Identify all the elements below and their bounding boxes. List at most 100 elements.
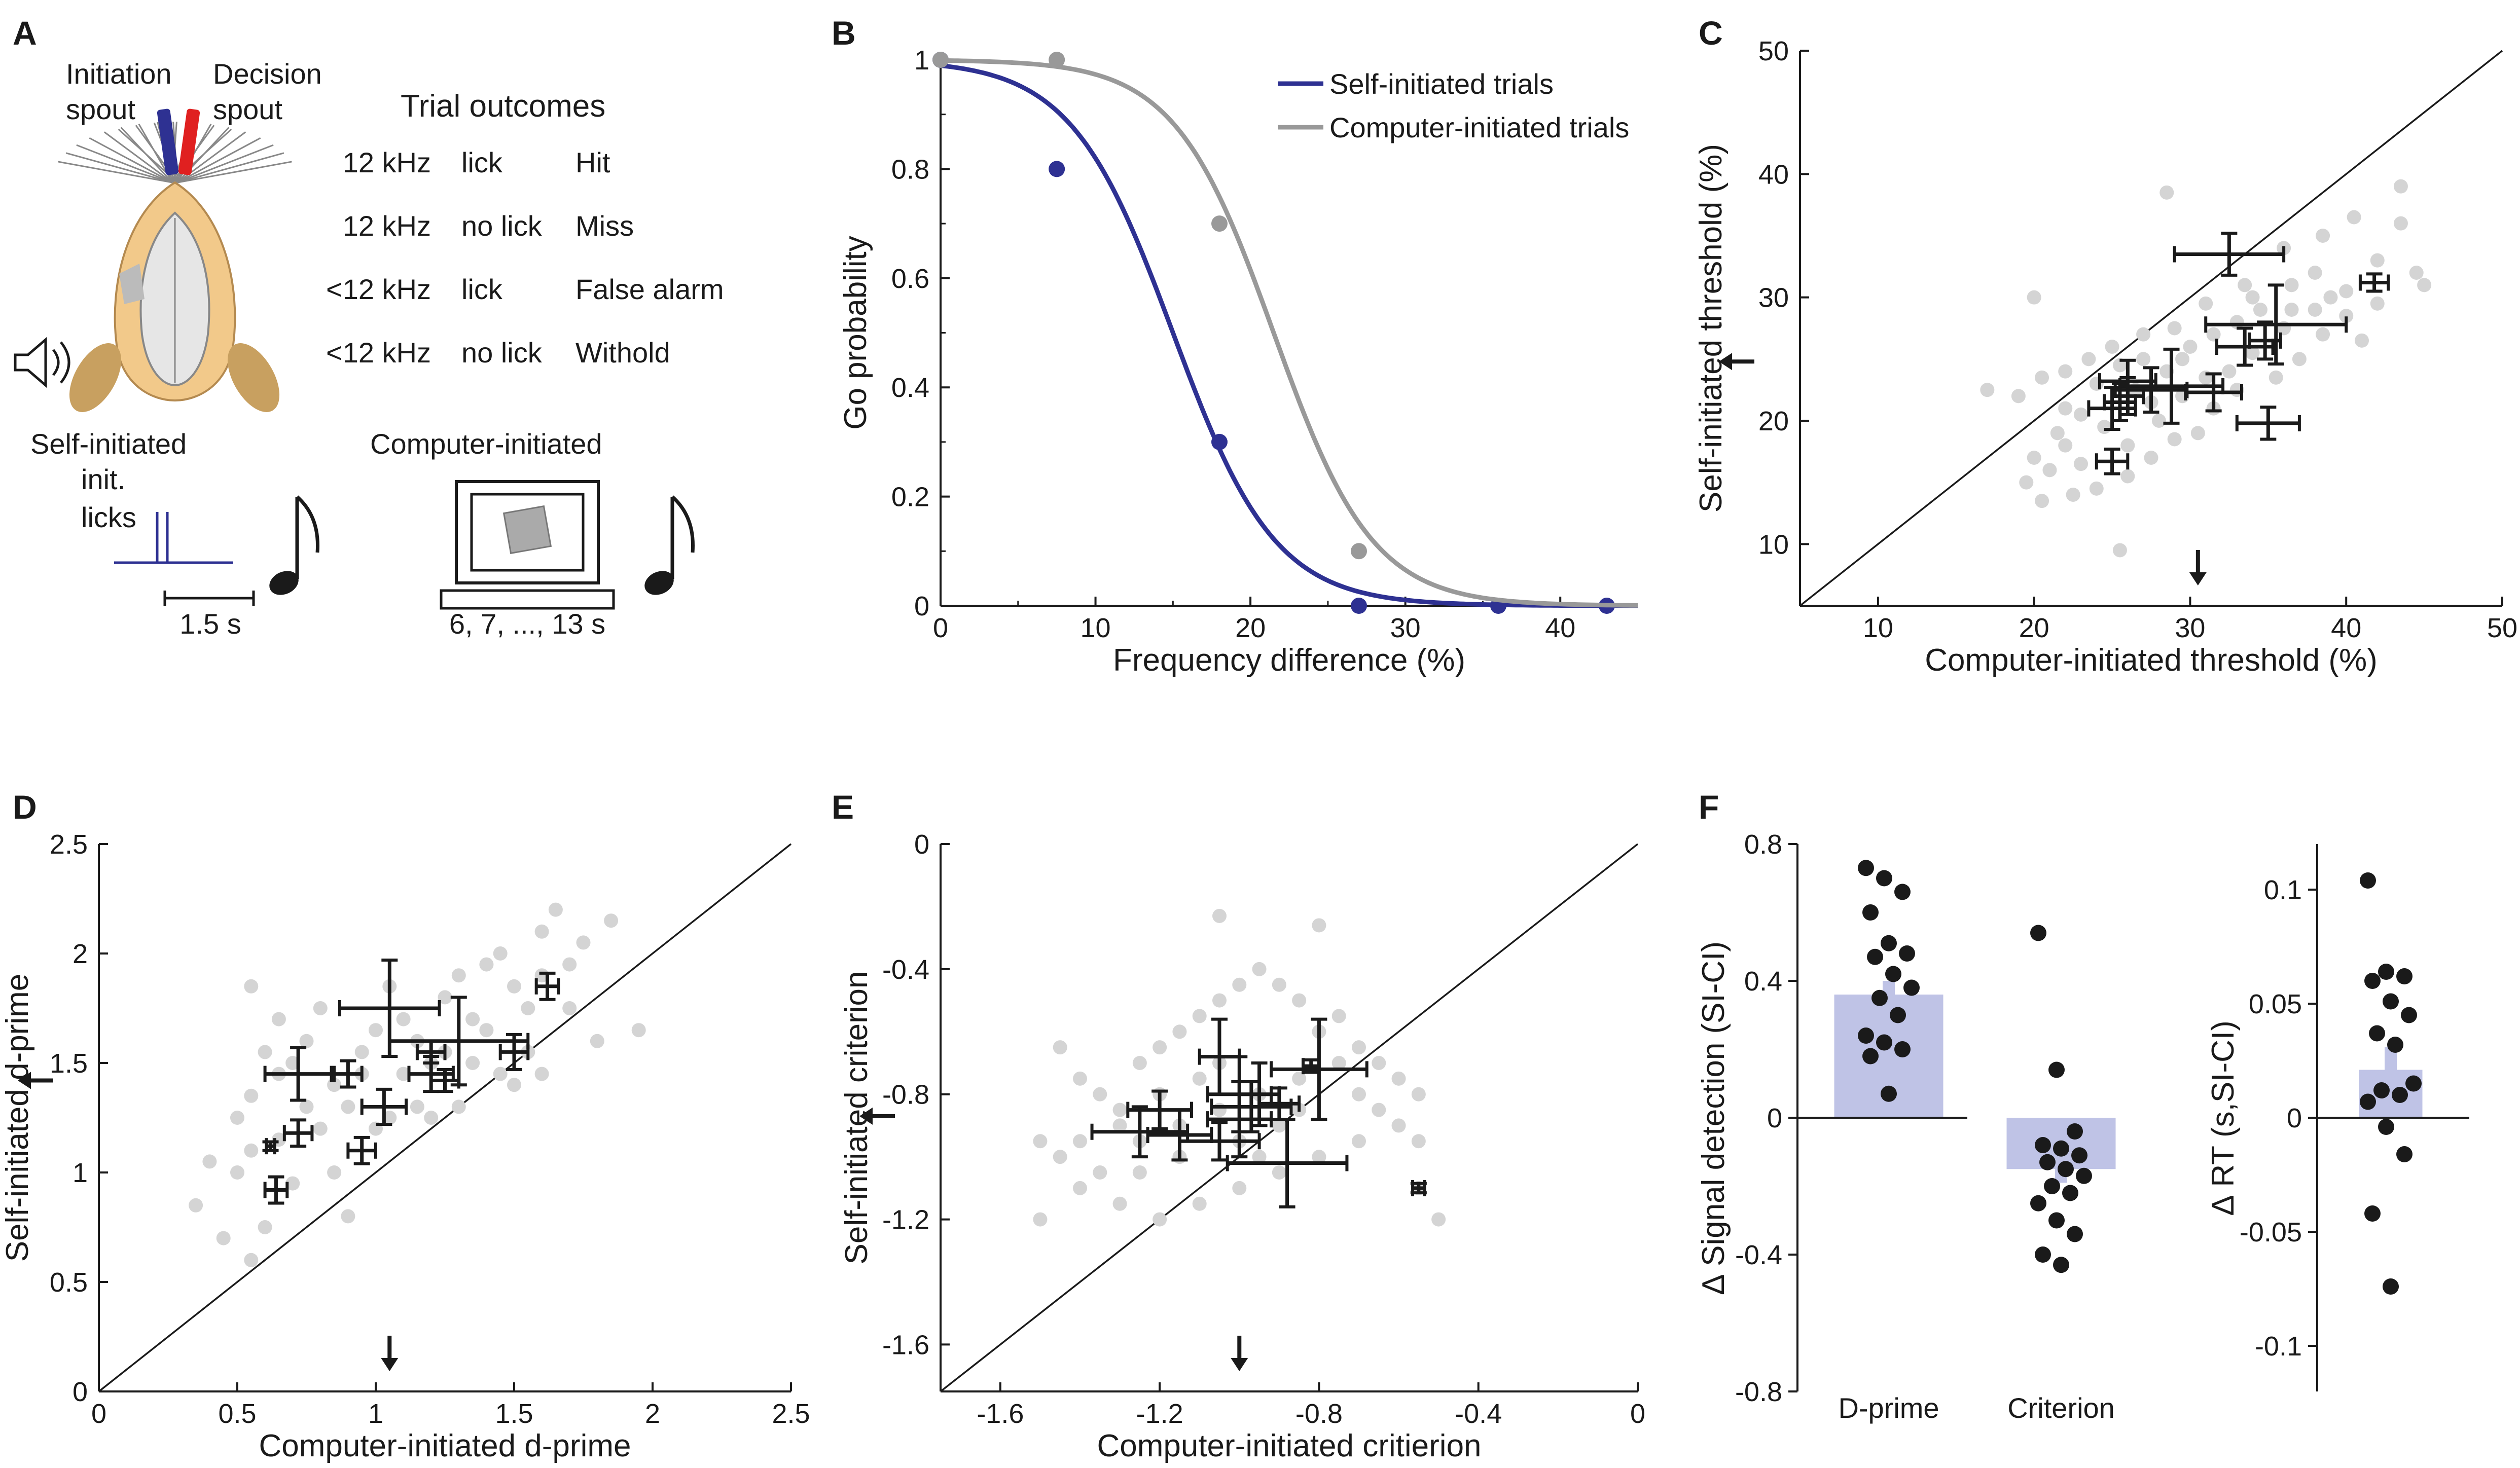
whisker — [103, 131, 173, 183]
scatter-point — [2222, 364, 2237, 379]
scatter-point — [2058, 438, 2073, 453]
subject-point — [2405, 1075, 2422, 1092]
scatter-point — [230, 1165, 244, 1180]
scatter-point — [2308, 303, 2322, 317]
errorbar-cross — [1178, 1121, 1261, 1162]
errorbar-cross — [282, 1118, 314, 1148]
scatter-point — [1272, 1165, 1286, 1180]
note-head — [644, 571, 674, 595]
y-tick-label: 1 — [73, 1158, 88, 1188]
unity-line — [1799, 50, 2503, 607]
y-axis-label: ∆ RT (s,SI-CI) — [2206, 1020, 2241, 1215]
scatter-point — [2058, 401, 2073, 416]
scatter-point — [2206, 327, 2221, 342]
scatter-point — [2097, 420, 2112, 434]
subject-point — [1876, 870, 1892, 887]
scatter-point — [562, 957, 577, 972]
mean-arrow-down — [381, 1336, 399, 1371]
x-tick-label: 0 — [1630, 1399, 1645, 1429]
scatter-point — [285, 1056, 300, 1070]
y-tick-label: 10 — [1758, 529, 1789, 560]
mean-arrow-left — [859, 1107, 895, 1125]
data-point — [1211, 215, 1228, 232]
scatter-point — [2199, 296, 2213, 311]
whisker — [76, 144, 173, 183]
y-tick-label: 1.5 — [50, 1048, 88, 1079]
scatter-point — [1312, 1150, 1326, 1164]
note-flag — [296, 495, 319, 553]
scatter-point — [1252, 962, 1267, 976]
y-tick-label: 40 — [1758, 159, 1789, 190]
scatter-point — [2159, 185, 2174, 200]
mouse-ear-right — [227, 343, 280, 412]
scatter-point — [590, 1034, 604, 1048]
x-tick-label: 30 — [2175, 613, 2205, 643]
category-label: Criterion — [2007, 1392, 2115, 1424]
sound-wave — [52, 349, 60, 376]
scatter-point — [1132, 1165, 1147, 1180]
scatter-point — [2167, 321, 2182, 336]
y-tick-label: -0.8 — [882, 1080, 929, 1110]
scatter-point — [2105, 340, 2119, 354]
scatter-point — [2066, 488, 2080, 502]
subject-point — [2396, 968, 2413, 984]
y-tick-label: 30 — [1758, 283, 1789, 313]
outcomes-title: Trial outcomes — [401, 89, 605, 124]
scatter-point — [271, 1012, 286, 1026]
errorbar-cross — [1226, 1118, 1349, 1208]
scatter-point — [631, 1023, 646, 1038]
outcome-action: lick — [461, 146, 503, 178]
whisker — [89, 137, 173, 183]
y-tick-label: 0.4 — [1744, 966, 1782, 997]
x-tick-label: 40 — [1545, 613, 1575, 643]
scatter-point — [2027, 290, 2041, 305]
errorbar-cross — [346, 1135, 377, 1165]
legend-label: Self-initiated trials — [1329, 68, 1554, 100]
errorbar-cross — [498, 1033, 530, 1071]
mean-arrow-left-head — [1719, 353, 1732, 371]
errorbar-cross — [2248, 320, 2282, 361]
panel-e: E -1.6 -1.2 -0.8 -0.4 0 -1.6 -1.2 -0.8 -0.4 0 Compu… — [832, 788, 1645, 1463]
scatter-point — [1391, 1071, 1406, 1086]
scatter-point — [244, 1253, 259, 1267]
scatter-point — [2120, 438, 2135, 453]
scatter-point — [1980, 383, 1995, 397]
panel-letter-b: B — [832, 14, 856, 52]
scatter-point — [2370, 253, 2385, 268]
whisker — [177, 144, 274, 183]
scatter-point — [2339, 284, 2354, 299]
scatter-point — [2167, 432, 2182, 447]
scatter-point — [2284, 303, 2299, 317]
errorbar-cross — [263, 1046, 333, 1102]
scatter-point — [1112, 1103, 1127, 1117]
scatter-point — [1292, 993, 1307, 1008]
x-tick-label: 2.5 — [772, 1399, 810, 1429]
scatter-point — [1252, 1150, 1267, 1164]
scatter-point — [1352, 1040, 1366, 1055]
subject-point — [2048, 1212, 2065, 1229]
errorbar-cross — [263, 1175, 289, 1205]
scatter-point — [2074, 457, 2088, 471]
scatter-point — [2245, 290, 2260, 305]
scatter-point — [2136, 352, 2151, 366]
scatter-point — [2190, 426, 2205, 441]
whisker — [177, 152, 284, 183]
scatter-point — [2316, 327, 2330, 342]
subject-point — [1858, 1027, 1874, 1044]
y-tick-label: -0.05 — [2240, 1217, 2302, 1247]
subject-point — [1862, 1048, 1879, 1065]
scatter-point — [1352, 1134, 1366, 1149]
y-tick-label: 0 — [914, 591, 929, 621]
mean-arrow-left — [18, 1072, 53, 1089]
errorbar-cross — [262, 1138, 279, 1155]
panel-letter-e: E — [832, 788, 854, 826]
y-tick-label: 0.05 — [2249, 989, 2302, 1019]
errorbar-cross — [1206, 1080, 1273, 1159]
scatter-point — [2081, 352, 2096, 366]
outcome-tone: 12 kHz — [343, 146, 431, 178]
whisker — [65, 152, 173, 183]
panel-letter-c: C — [1699, 14, 1723, 52]
scatter-point — [2136, 327, 2151, 342]
errorbar-cross — [360, 1087, 408, 1126]
